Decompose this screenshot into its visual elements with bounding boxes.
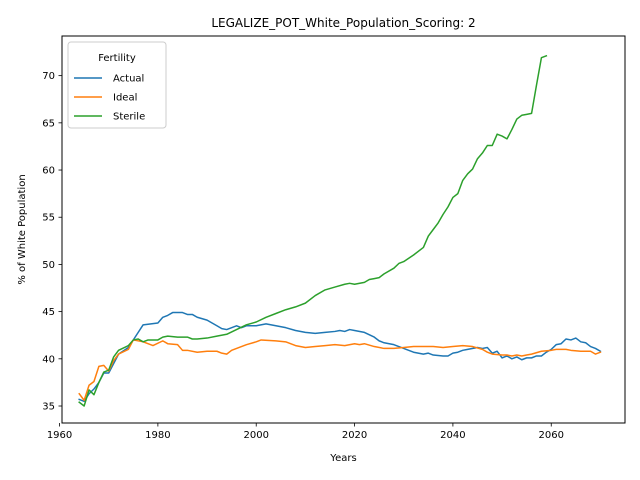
y-tick-label: 70 — [42, 71, 55, 82]
y-tick-label: 45 — [42, 307, 55, 318]
y-tick-label: 60 — [42, 166, 55, 177]
y-axis-label: % of White Population — [17, 174, 28, 284]
series-layer — [78, 54, 602, 407]
legend-title: Fertility — [98, 53, 136, 64]
legend-label-actual: Actual — [113, 74, 144, 85]
x-tick-label: 1980 — [145, 430, 170, 441]
y-tick-label: 50 — [42, 260, 55, 271]
legend-box — [67, 41, 167, 129]
x-tick-label: 2040 — [440, 430, 465, 441]
x-tick-label: 2020 — [342, 430, 367, 441]
legend-label-sterile: Sterile — [113, 112, 145, 123]
series-line-ideal — [78, 339, 602, 402]
legend-entries: Actual Ideal Sterile — [74, 74, 145, 123]
chart-title: LEGALIZE_POT_White_Population_Scoring: 2 — [211, 16, 475, 30]
x-tick-label: 1960 — [47, 430, 72, 441]
x-tick-label: 2000 — [243, 430, 268, 441]
x-axis-ticks: 1960 1980 2000 2020 2040 2060 — [47, 423, 564, 441]
y-tick-label: 55 — [42, 213, 55, 224]
legend-label-ideal: Ideal — [113, 93, 137, 104]
x-tick-label: 2060 — [539, 430, 564, 441]
legend: Fertility Actual Ideal Sterile — [67, 41, 167, 129]
x-axis-label: Years — [329, 453, 356, 464]
series-line-sterile — [78, 54, 548, 407]
y-tick-label: 65 — [42, 118, 55, 129]
series-line-actual — [78, 311, 602, 403]
y-tick-label: 35 — [42, 402, 55, 413]
y-axis-ticks: 35 40 45 50 55 60 65 70 — [42, 71, 62, 413]
y-tick-label: 40 — [42, 354, 55, 365]
